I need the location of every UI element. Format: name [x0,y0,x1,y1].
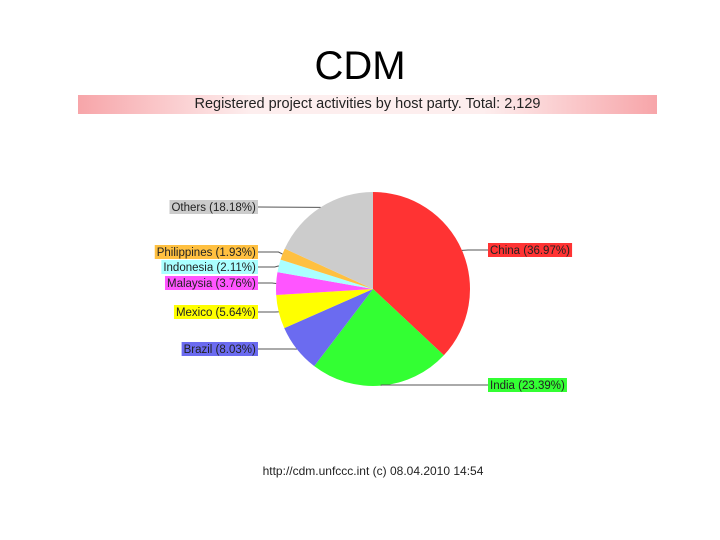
leader-line-india [380,384,488,386]
pie-slices [276,191,470,386]
chart-footer: http://cdm.unfccc.int (c) 08.04.2010 14:… [262,464,484,478]
svg-text:India (23.39%): India (23.39%) [490,380,565,392]
slice-label-mexico: Mexico (5.64%) [173,305,258,319]
pie-slice-mexico [276,289,373,329]
svg-text:Mexico (5.64%): Mexico (5.64%) [176,307,256,319]
slice-label-bg-malaysia [164,276,258,290]
pie-slice-brazil [284,289,373,367]
pie-slice-china [373,192,470,356]
leader-line-malaysia [258,282,277,284]
pie-slice-malaysia [276,272,373,295]
svg-text:China (36.97%): China (36.97%) [490,245,570,257]
slice-label-bg-brazil [181,342,258,356]
slice-label-china: China (36.97%) [488,243,573,257]
slide-title: CDM [314,44,406,88]
slice-label-brazil: Brazil (8.03%) [181,342,258,356]
slice-label-indonesia: Indonesia (2.11%) [161,260,258,274]
slice-label-bg-philippines [154,245,258,259]
slice-label-bg-others [169,200,258,214]
slice-label-bg-indonesia [161,260,258,274]
pie-slice-philippines [280,248,373,289]
svg-text:Others (18.18%): Others (18.18%) [171,202,256,214]
leader-lines [257,206,488,386]
slice-label-bg-mexico [173,305,258,319]
pie-slice-others [284,191,373,289]
svg-text:Philippines (1.93%): Philippines (1.93%) [157,247,256,259]
leader-line-indonesia [258,265,279,268]
chart-title: Registered project activities by host pa… [78,95,657,114]
svg-text:Indonesia (2.11%): Indonesia (2.11%) [163,262,256,274]
slice-labels: China (36.97%) India (23.39%) Brazil (8.03… [154,200,573,392]
svg-text:Brazil (8.03%): Brazil (8.03%) [184,344,256,356]
slice-label-malaysia: Malaysia (3.76%) [164,276,258,290]
slice-label-bg-china [488,243,573,257]
pie-slice-indonesia [277,259,373,289]
slice-label-bg-india [488,378,567,392]
leader-line-philippines [258,251,283,255]
svg-text:Malaysia (3.76%): Malaysia (3.76%) [167,278,256,290]
slice-label-others: Others (18.18%) [169,200,258,214]
slice-label-india: India (23.39%) [488,378,567,392]
slice-label-philippines: Philippines (1.93%) [154,245,258,259]
pie-slice-india [314,289,444,386]
